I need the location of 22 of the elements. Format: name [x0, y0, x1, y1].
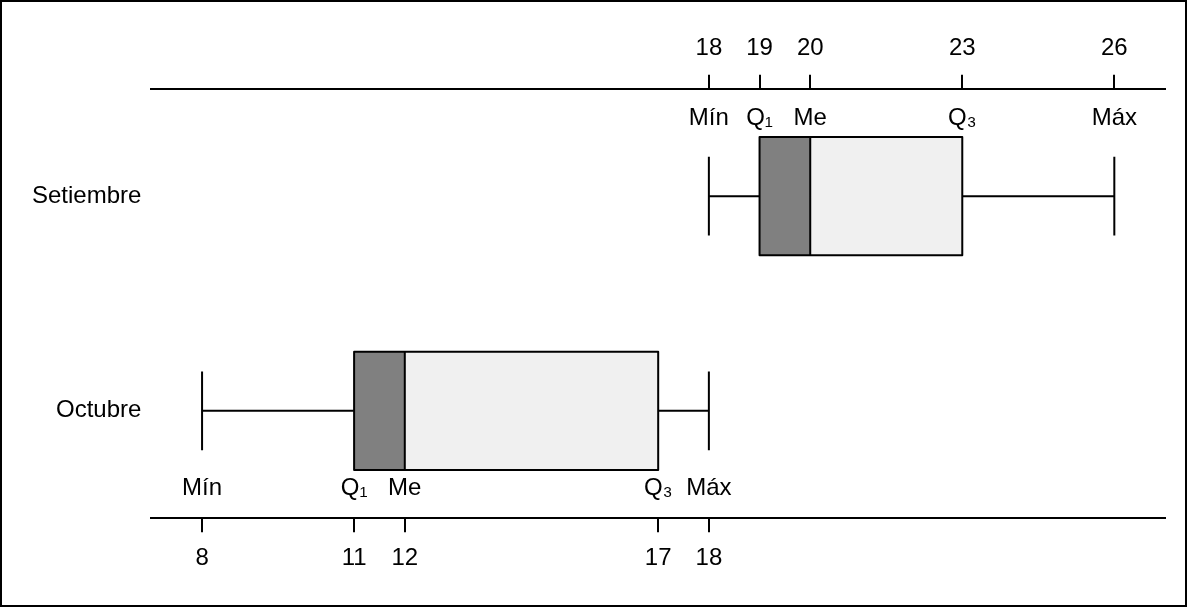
x2-tick-label: 20: [796, 33, 824, 61]
x2-tick-label: 23: [948, 33, 976, 61]
annotation: Mín: [182, 472, 223, 500]
annotation: Mín: [688, 103, 729, 131]
annotation: Máx: [1091, 103, 1137, 131]
x-tick-label: 18: [695, 543, 723, 571]
annotation: Q₁: [746, 103, 773, 131]
y-tick-label: Setiembre: [31, 180, 142, 208]
annotation: Me: [388, 472, 422, 500]
x2-tick-label: 18: [695, 33, 723, 61]
x-tick-label: 8: [195, 543, 209, 571]
annotation: Q₁: [340, 472, 368, 500]
annotation: Q₃: [948, 103, 977, 131]
y-tick-label: Octubre: [56, 395, 142, 423]
x-tick-label: 17: [644, 543, 672, 571]
x2-tick-label: 26: [1100, 33, 1128, 61]
x-tick-label: 11: [341, 543, 367, 571]
annotation: Me: [793, 103, 827, 131]
x2-tick-label: 19: [746, 33, 773, 61]
annotation: Máx: [686, 472, 732, 500]
x-tick-label: 12: [391, 543, 419, 571]
annotation: Q₃: [643, 472, 673, 500]
